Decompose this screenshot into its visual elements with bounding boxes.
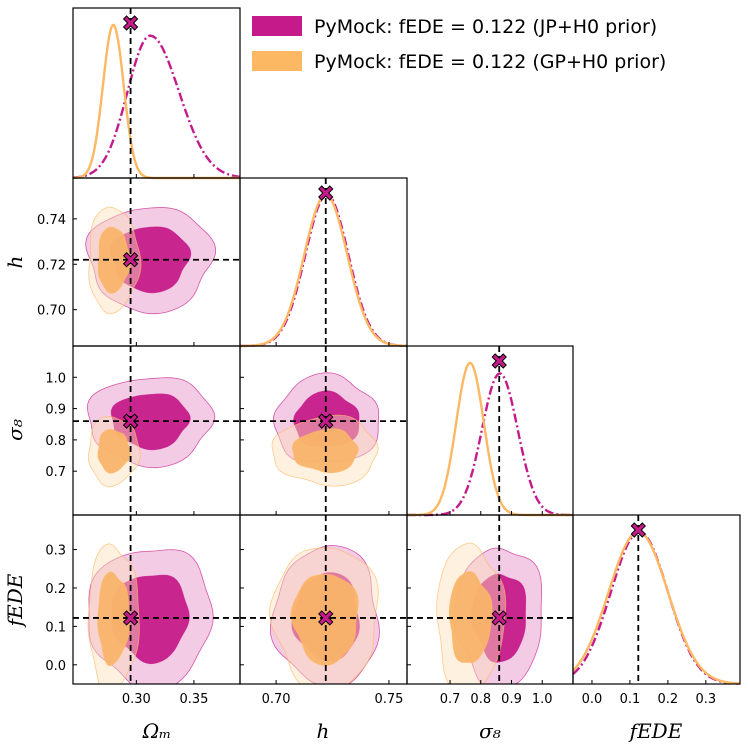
legend-swatch-jp <box>252 16 302 36</box>
x-tick-label-sigma_8-2: 0.9 <box>501 692 522 707</box>
contours-fEDE-sigma_8 <box>436 542 543 684</box>
contours-fEDE-Omega_m <box>87 543 214 684</box>
x-tick-label-sigma_8-0: 0.7 <box>440 692 461 707</box>
x-tick-label-h-1: 0.75 <box>374 692 403 707</box>
truth-marker-3-1 <box>318 610 334 626</box>
x-axis-label-Omega_m: Ωₘ <box>142 719 172 743</box>
y-tick-label-fEDE-1: 0.1 <box>45 620 66 635</box>
x-tick-label-fEDE-0: 0.0 <box>582 692 603 707</box>
truth-marker-3-0 <box>122 610 139 626</box>
marginal-curve-gp <box>572 530 741 685</box>
legend-label-gp: PyMock: fEDE = 0.122 (GP+H0 prior) <box>314 51 666 73</box>
y-tick-label-h-2: 0.74 <box>37 213 66 228</box>
truth-marker-2-2 <box>491 353 507 369</box>
y-tick-label-fEDE-0: 0.0 <box>45 659 66 674</box>
y-axis-label-sigma_8: σ₈ <box>3 419 27 441</box>
contour-gp-68 <box>97 428 131 474</box>
panel-bg-2-2 <box>407 346 573 515</box>
contours-sigma_8-Omega_m <box>86 377 216 488</box>
x-tick-label-fEDE-3: 0.3 <box>695 692 716 707</box>
x-tick-label-fEDE-2: 0.2 <box>658 692 679 707</box>
legend-label-jp: PyMock: fEDE = 0.122 (JP+H0 prior) <box>314 16 657 38</box>
panel-bg-3-3 <box>573 515 740 684</box>
x-tick-label-h-0: 0.70 <box>262 692 291 707</box>
y-tick-label-sigma_8-1: 0.8 <box>45 434 66 449</box>
truth-marker-2-1 <box>318 413 334 429</box>
x-tick-label-fEDE-1: 0.1 <box>620 692 641 707</box>
panel-bg-0-0 <box>73 8 240 178</box>
truth-marker-3-2 <box>491 610 507 626</box>
x-axis-label-h: h <box>317 719 330 743</box>
y-tick-label-h-0: 0.70 <box>37 304 66 319</box>
panel-bg-1-1 <box>240 178 407 346</box>
y-tick-label-sigma_8-3: 1.0 <box>45 371 66 386</box>
x-axis-label-fEDE: fEDE <box>628 719 683 743</box>
marginal-fEDE <box>572 530 741 685</box>
x-tick-label-sigma_8-1: 0.8 <box>470 692 491 707</box>
x-tick-label-Omega_m-0: 0.30 <box>122 692 151 707</box>
truth-marker-2-0 <box>122 413 139 429</box>
marginal-curve-jp <box>407 372 573 517</box>
y-axis-label-h: h <box>3 256 27 269</box>
x-tick-label-sigma_8-3: 1.0 <box>532 692 553 707</box>
x-axis-label-sigma_8: σ₈ <box>479 719 501 743</box>
x-tick-label-Omega_m-1: 0.35 <box>179 692 208 707</box>
y-tick-label-fEDE-3: 0.3 <box>45 544 66 559</box>
y-axis-label-fEDE: fEDE <box>3 573 27 628</box>
legend-swatch-gp <box>252 51 302 71</box>
y-tick-label-sigma_8-2: 0.9 <box>45 403 66 418</box>
truth-marker-1-0 <box>122 252 139 268</box>
truth-marker-1-1 <box>318 185 334 201</box>
truth-marker-3-3 <box>630 522 646 538</box>
y-tick-label-fEDE-2: 0.2 <box>45 582 66 597</box>
y-tick-label-h-1: 0.72 <box>37 258 66 273</box>
y-tick-label-sigma_8-0: 0.7 <box>45 465 66 480</box>
panel-frame-3-3 <box>572 514 741 685</box>
truth-marker-0-0 <box>122 15 139 31</box>
legend: PyMock: fEDE = 0.122 (JP+H0 prior) PyMoc… <box>252 16 666 73</box>
